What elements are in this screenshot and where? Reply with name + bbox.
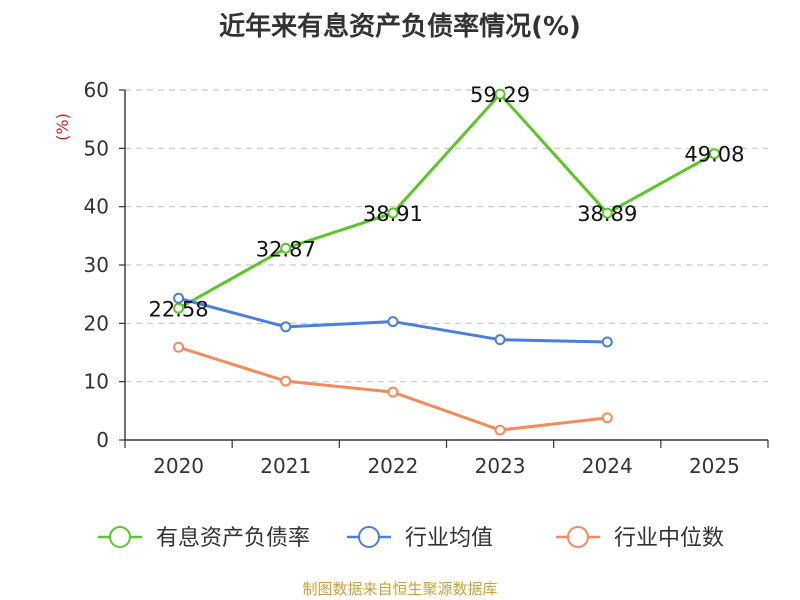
data-point — [601, 412, 613, 424]
data-point — [173, 302, 185, 314]
y-axis-label: (%) — [53, 113, 72, 141]
x-tick-label: 2025 — [689, 454, 740, 478]
axis-layer: 0 10 20 30 40 50 60 (%) 2020 2021 2022 2023 2024 2025 — [53, 78, 769, 478]
data-point — [387, 316, 399, 328]
x-tick-label: 2023 — [475, 454, 526, 478]
data-point — [708, 148, 720, 160]
data-point — [387, 386, 399, 398]
grid-layer — [125, 89, 768, 383]
data-label: 59.29 — [470, 83, 530, 107]
data-label: 38.91 — [363, 202, 423, 226]
y-tick-label: 50 — [84, 136, 109, 160]
legend-label: 行业中位数 — [614, 526, 724, 551]
legend-marker — [358, 526, 380, 548]
data-point — [601, 207, 613, 219]
data-point — [494, 334, 506, 346]
x-tick-label: 2021 — [260, 454, 311, 478]
legend-label: 行业均值 — [405, 526, 493, 551]
legend-item: 行业中位数 — [556, 526, 724, 551]
legend: 有息资产负债率 行业均值 行业中位数 — [98, 526, 724, 551]
data-label: 22.58 — [149, 297, 209, 321]
data-point — [494, 424, 506, 436]
data-label: 38.89 — [577, 202, 637, 226]
x-tick-label: 2022 — [367, 454, 418, 478]
y-tick-label: 40 — [84, 195, 109, 219]
y-tick-label: 30 — [84, 253, 109, 277]
data-label-layer: 22.58 32.87 38.91 59.29 38.89 49.08 — [149, 83, 745, 321]
x-tick-label: 2024 — [582, 454, 633, 478]
source-note: 制图数据来自恒生聚源数据库 — [302, 580, 498, 598]
data-point — [601, 336, 613, 348]
legend-item: 行业均值 — [347, 526, 493, 551]
data-point — [173, 292, 185, 304]
x-tick-label: 2020 — [153, 454, 204, 478]
data-point — [280, 321, 292, 333]
data-label: 49.08 — [684, 143, 744, 167]
y-tick-label: 60 — [84, 78, 109, 102]
legend-marker — [109, 526, 131, 548]
legend-marker — [567, 526, 589, 548]
data-point — [494, 88, 506, 100]
data-point — [387, 207, 399, 219]
data-point — [280, 375, 292, 387]
chart-title: 近年来有息资产负债率情况(%) — [219, 12, 581, 42]
y-tick-label: 10 — [84, 370, 109, 394]
data-point — [173, 341, 185, 353]
data-label: 32.87 — [256, 237, 316, 261]
series-layer — [173, 88, 720, 436]
legend-item: 有息资产负债率 — [98, 526, 310, 551]
data-point — [280, 242, 292, 254]
y-tick-label: 20 — [84, 311, 109, 335]
series-line-1 — [177, 92, 716, 310]
legend-label: 有息资产负债率 — [156, 526, 310, 551]
y-tick-label: 0 — [96, 428, 109, 452]
